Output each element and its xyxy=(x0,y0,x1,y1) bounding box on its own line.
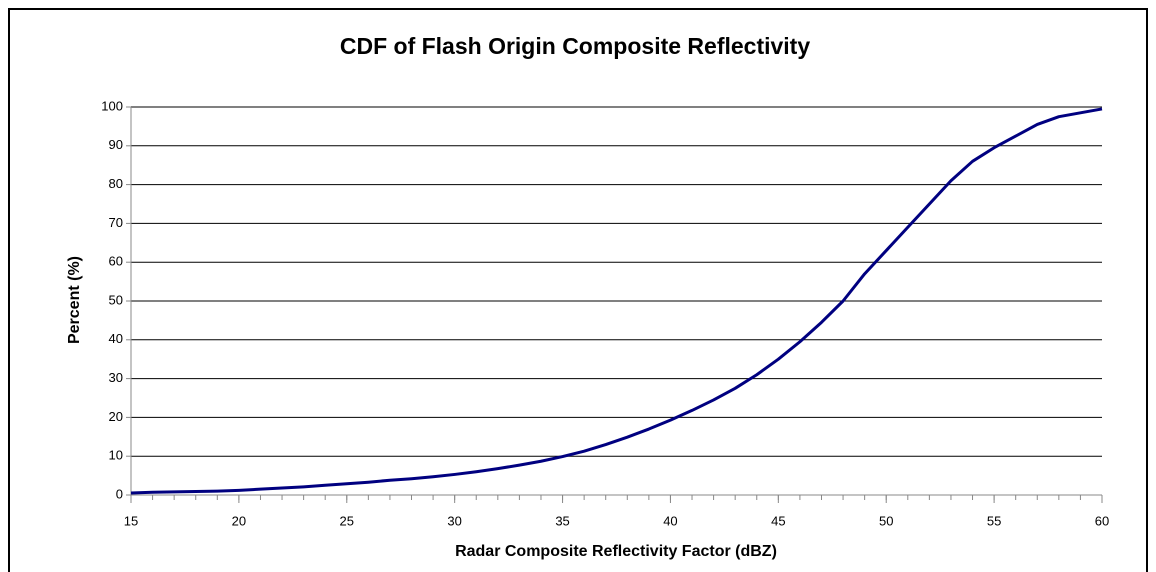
y-tick-label: 100 xyxy=(101,98,123,113)
x-tick-label: 25 xyxy=(340,513,354,528)
chart-title: CDF of Flash Origin Composite Reflectivi… xyxy=(340,33,810,59)
x-axis-label: Radar Composite Reflectivity Factor (dBZ… xyxy=(455,543,777,560)
x-tick-label: 60 xyxy=(1095,513,1109,528)
x-tick-label: 45 xyxy=(771,513,785,528)
x-tick-label: 50 xyxy=(879,513,893,528)
x-tick-label: 20 xyxy=(232,513,246,528)
x-tick-label: 30 xyxy=(447,513,461,528)
y-tick-label: 30 xyxy=(109,370,123,385)
y-tick-label: 50 xyxy=(109,292,123,307)
y-tick-label: 10 xyxy=(109,448,123,463)
y-tick-label: 40 xyxy=(109,331,123,346)
x-tick-label: 55 xyxy=(987,513,1001,528)
y-tick-label: 80 xyxy=(109,176,123,191)
y-tick-label: 90 xyxy=(109,137,123,152)
y-tick-label: 0 xyxy=(116,486,123,501)
y-tick-label: 70 xyxy=(109,215,123,230)
x-tick-label: 40 xyxy=(663,513,677,528)
x-tick-label: 15 xyxy=(124,513,138,528)
data-line xyxy=(130,107,1103,495)
y-tick-label: 60 xyxy=(109,254,123,269)
y-axis-label: Percent (%) xyxy=(66,256,83,344)
y-tick-label: 20 xyxy=(109,409,123,424)
x-tick-label: 35 xyxy=(555,513,569,528)
frame xyxy=(8,8,1148,572)
